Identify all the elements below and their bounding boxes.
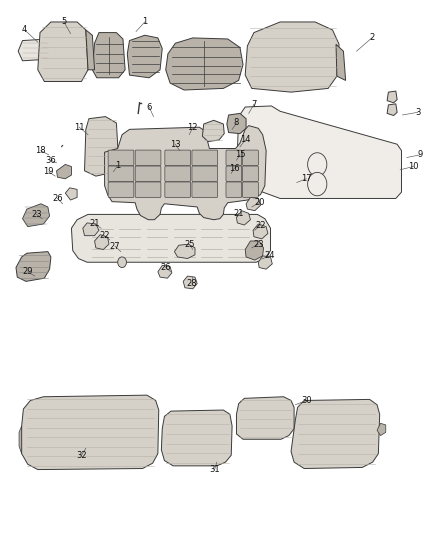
Polygon shape <box>19 426 21 454</box>
Polygon shape <box>65 188 77 200</box>
Text: 1: 1 <box>142 18 148 27</box>
Polygon shape <box>174 244 195 259</box>
FancyBboxPatch shape <box>243 182 258 197</box>
Text: 4: 4 <box>22 26 27 35</box>
FancyBboxPatch shape <box>108 166 134 181</box>
FancyBboxPatch shape <box>165 166 191 181</box>
Polygon shape <box>95 235 109 249</box>
Polygon shape <box>237 397 294 439</box>
Polygon shape <box>227 114 246 134</box>
Polygon shape <box>245 22 339 92</box>
Text: 19: 19 <box>43 167 54 176</box>
FancyBboxPatch shape <box>135 166 161 181</box>
Polygon shape <box>92 33 125 78</box>
Polygon shape <box>21 395 159 470</box>
Text: 10: 10 <box>408 162 419 171</box>
Polygon shape <box>18 39 51 61</box>
FancyBboxPatch shape <box>226 182 242 197</box>
Polygon shape <box>83 223 99 236</box>
Polygon shape <box>158 265 172 278</box>
FancyBboxPatch shape <box>192 166 218 181</box>
Text: 29: 29 <box>22 268 33 276</box>
Polygon shape <box>38 22 88 82</box>
Polygon shape <box>336 44 346 80</box>
Polygon shape <box>291 399 380 469</box>
Text: 11: 11 <box>74 123 85 132</box>
Polygon shape <box>237 211 251 225</box>
Text: 14: 14 <box>240 135 251 144</box>
Polygon shape <box>202 120 224 142</box>
Polygon shape <box>253 224 268 239</box>
Text: 28: 28 <box>187 279 197 288</box>
Polygon shape <box>71 214 271 262</box>
Polygon shape <box>85 117 119 176</box>
Text: 13: 13 <box>170 140 180 149</box>
Polygon shape <box>246 197 261 211</box>
FancyBboxPatch shape <box>165 150 191 165</box>
Text: 23: 23 <box>31 210 42 219</box>
Text: 22: 22 <box>99 231 110 240</box>
Text: 21: 21 <box>233 209 244 218</box>
Polygon shape <box>387 91 397 103</box>
FancyBboxPatch shape <box>108 182 134 197</box>
Polygon shape <box>183 276 197 289</box>
Polygon shape <box>105 126 266 220</box>
Polygon shape <box>86 30 95 70</box>
Text: 36: 36 <box>46 156 56 165</box>
Text: 30: 30 <box>301 396 311 405</box>
Polygon shape <box>127 35 162 78</box>
FancyBboxPatch shape <box>135 182 161 197</box>
Polygon shape <box>237 106 402 198</box>
Polygon shape <box>22 204 49 227</box>
Text: 26: 26 <box>160 263 171 272</box>
FancyBboxPatch shape <box>226 166 242 181</box>
Circle shape <box>307 153 327 176</box>
Polygon shape <box>377 423 386 435</box>
Polygon shape <box>57 165 71 179</box>
Text: 5: 5 <box>61 18 67 27</box>
Polygon shape <box>16 252 51 281</box>
Text: 15: 15 <box>235 150 245 159</box>
FancyBboxPatch shape <box>243 150 258 165</box>
Polygon shape <box>166 38 243 90</box>
Polygon shape <box>258 256 272 269</box>
Text: 9: 9 <box>417 150 423 159</box>
Text: 17: 17 <box>301 174 311 183</box>
Text: 32: 32 <box>76 451 87 460</box>
FancyBboxPatch shape <box>135 150 161 165</box>
Text: 20: 20 <box>254 198 265 207</box>
Polygon shape <box>387 104 397 116</box>
Text: 27: 27 <box>110 242 120 251</box>
FancyBboxPatch shape <box>226 150 242 165</box>
Text: 24: 24 <box>264 252 275 260</box>
Text: 31: 31 <box>209 465 220 474</box>
Text: 8: 8 <box>234 118 239 127</box>
Polygon shape <box>245 241 264 260</box>
Text: 3: 3 <box>415 108 420 117</box>
Text: 1: 1 <box>115 161 120 170</box>
Text: 16: 16 <box>229 164 240 173</box>
Circle shape <box>307 172 327 196</box>
Text: 25: 25 <box>184 240 194 249</box>
FancyBboxPatch shape <box>192 182 218 197</box>
Text: 21: 21 <box>89 220 100 229</box>
Text: 2: 2 <box>369 34 374 43</box>
FancyBboxPatch shape <box>243 166 258 181</box>
Polygon shape <box>161 410 232 466</box>
FancyBboxPatch shape <box>108 150 134 165</box>
Circle shape <box>118 257 127 268</box>
Text: 18: 18 <box>35 146 46 155</box>
Text: 12: 12 <box>187 123 198 132</box>
Text: 22: 22 <box>255 221 266 230</box>
FancyBboxPatch shape <box>165 182 191 197</box>
Text: 23: 23 <box>253 240 264 249</box>
Text: 26: 26 <box>52 194 63 203</box>
Text: 6: 6 <box>146 102 152 111</box>
FancyBboxPatch shape <box>192 150 218 165</box>
Text: 7: 7 <box>251 100 257 109</box>
